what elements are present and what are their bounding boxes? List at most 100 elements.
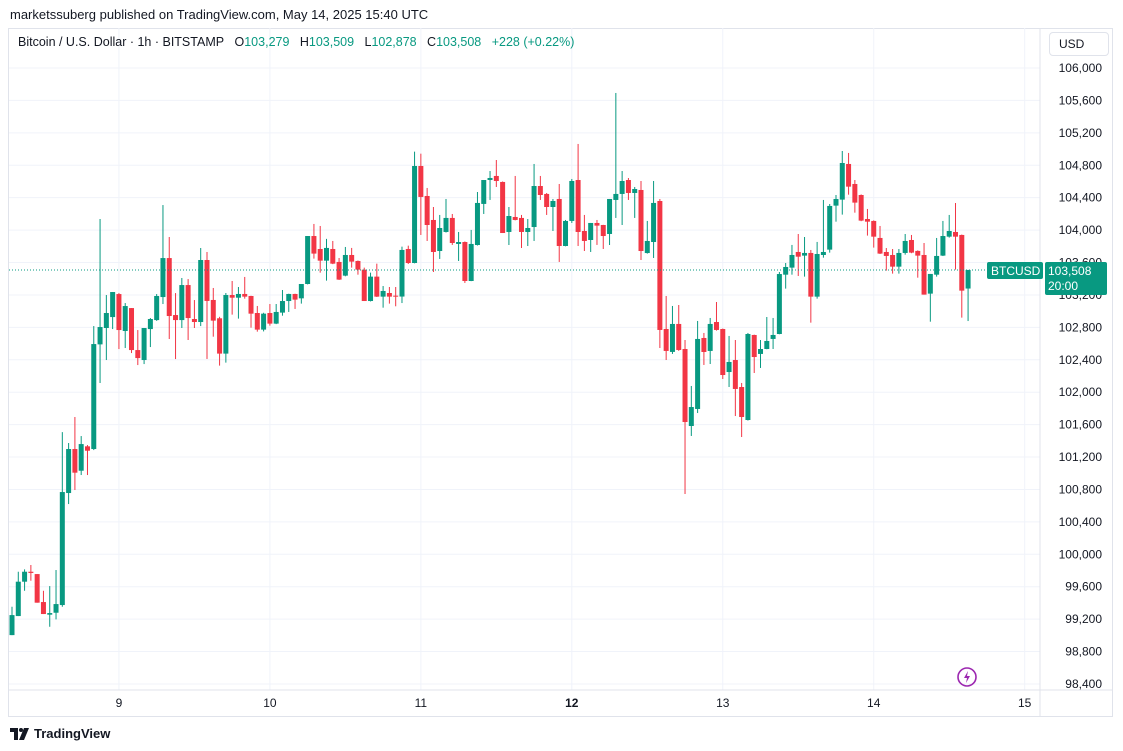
candle-up	[399, 246, 405, 304]
candle-body	[462, 242, 468, 281]
y-tick-label: 102,400	[1059, 353, 1103, 367]
candle-body	[921, 254, 927, 295]
candle-up	[9, 606, 15, 636]
candle-body	[915, 250, 921, 256]
candle-body	[374, 276, 380, 297]
candle-body	[487, 177, 493, 181]
candle-body	[864, 218, 870, 222]
candle-body	[160, 258, 166, 298]
candle-body	[9, 615, 15, 636]
candle-up	[305, 236, 311, 285]
candle-down	[204, 251, 210, 359]
candle-body	[569, 180, 575, 221]
candle-body	[600, 224, 606, 237]
x-tick-label: 11	[415, 696, 428, 710]
candle-body	[261, 313, 267, 330]
high-value: 103,509	[308, 35, 355, 49]
candle-down	[129, 308, 135, 354]
candle-down	[890, 248, 896, 274]
candle-body	[839, 162, 845, 200]
candle-up	[965, 269, 971, 322]
time-axis: 9 10 11 12 13 14 15	[116, 696, 1032, 710]
candle-up	[802, 236, 808, 277]
candle-body	[644, 240, 650, 254]
candle-body	[103, 313, 109, 329]
candle-body	[808, 252, 814, 297]
candle-body	[129, 308, 135, 351]
candle-down	[864, 208, 870, 236]
candle-up	[619, 171, 625, 225]
tradingview-logo-icon	[10, 727, 29, 740]
candle-body	[279, 301, 285, 313]
candle-body	[858, 195, 864, 221]
candle-body	[437, 227, 443, 252]
candle-body	[764, 340, 770, 350]
candle-up	[324, 238, 329, 281]
candle-down	[713, 301, 719, 331]
candle-body	[707, 323, 713, 351]
candle-body	[84, 446, 90, 451]
y-tick-label: 102,000	[1059, 385, 1103, 399]
candle-body	[751, 334, 757, 358]
candle-body	[273, 311, 279, 324]
candle-down	[330, 240, 336, 265]
candle-body	[223, 295, 229, 354]
candle-down	[908, 234, 914, 254]
candle-down	[959, 234, 965, 318]
candle-body	[732, 360, 738, 389]
x-tick-label: 9	[116, 696, 123, 710]
candle-body	[669, 323, 675, 352]
candle-up	[770, 317, 776, 350]
candle-up	[368, 272, 374, 302]
candle-up	[758, 340, 764, 368]
candle-body	[305, 236, 311, 284]
candle-up	[279, 289, 285, 316]
candle-body	[311, 236, 317, 254]
candle-body	[726, 361, 732, 373]
candle-up	[839, 150, 845, 215]
y-tick-label: 98,400	[1065, 677, 1102, 691]
candle-body	[883, 251, 889, 256]
symbol-tag-text: BTCUSD	[991, 264, 1041, 278]
candle-body	[814, 254, 820, 297]
candle-body	[827, 205, 833, 250]
candle-body	[317, 248, 323, 261]
candle-down	[518, 214, 524, 249]
candle-body	[292, 293, 298, 300]
x-tick-label: 12	[565, 696, 579, 710]
candle-up	[789, 244, 795, 275]
candle-body	[518, 217, 524, 232]
candle-up	[468, 229, 474, 282]
candle-down	[581, 214, 587, 252]
lightning-icon[interactable]	[955, 665, 979, 689]
y-tick-label: 105,600	[1059, 93, 1103, 107]
candle-up	[481, 180, 487, 214]
candle-up	[122, 303, 128, 349]
candle-body	[594, 222, 600, 226]
open-label: O	[234, 35, 245, 49]
candle-body	[210, 299, 216, 321]
tradingview-logo[interactable]: TradingView	[10, 726, 110, 741]
candle-body	[154, 295, 160, 321]
candle-body	[173, 315, 179, 321]
candle-down	[217, 316, 223, 366]
candle-body	[544, 193, 550, 208]
candle-down	[556, 183, 562, 262]
candle-up	[53, 570, 59, 620]
candle-body	[248, 295, 254, 314]
candle-body	[512, 216, 518, 220]
candle-down	[544, 192, 550, 215]
currency-button[interactable]: USD	[1049, 32, 1109, 56]
candle-body	[663, 328, 669, 351]
candle-body	[449, 217, 455, 243]
candle-body	[298, 283, 304, 299]
candle-up	[298, 283, 304, 304]
candle-up	[827, 204, 833, 253]
candle-body	[908, 239, 914, 253]
price-tag-value: 103,508	[1048, 264, 1092, 278]
candle-body	[22, 571, 28, 582]
candle-body	[122, 306, 128, 332]
candle-body	[393, 295, 399, 297]
chart-panel[interactable]	[8, 28, 1113, 717]
